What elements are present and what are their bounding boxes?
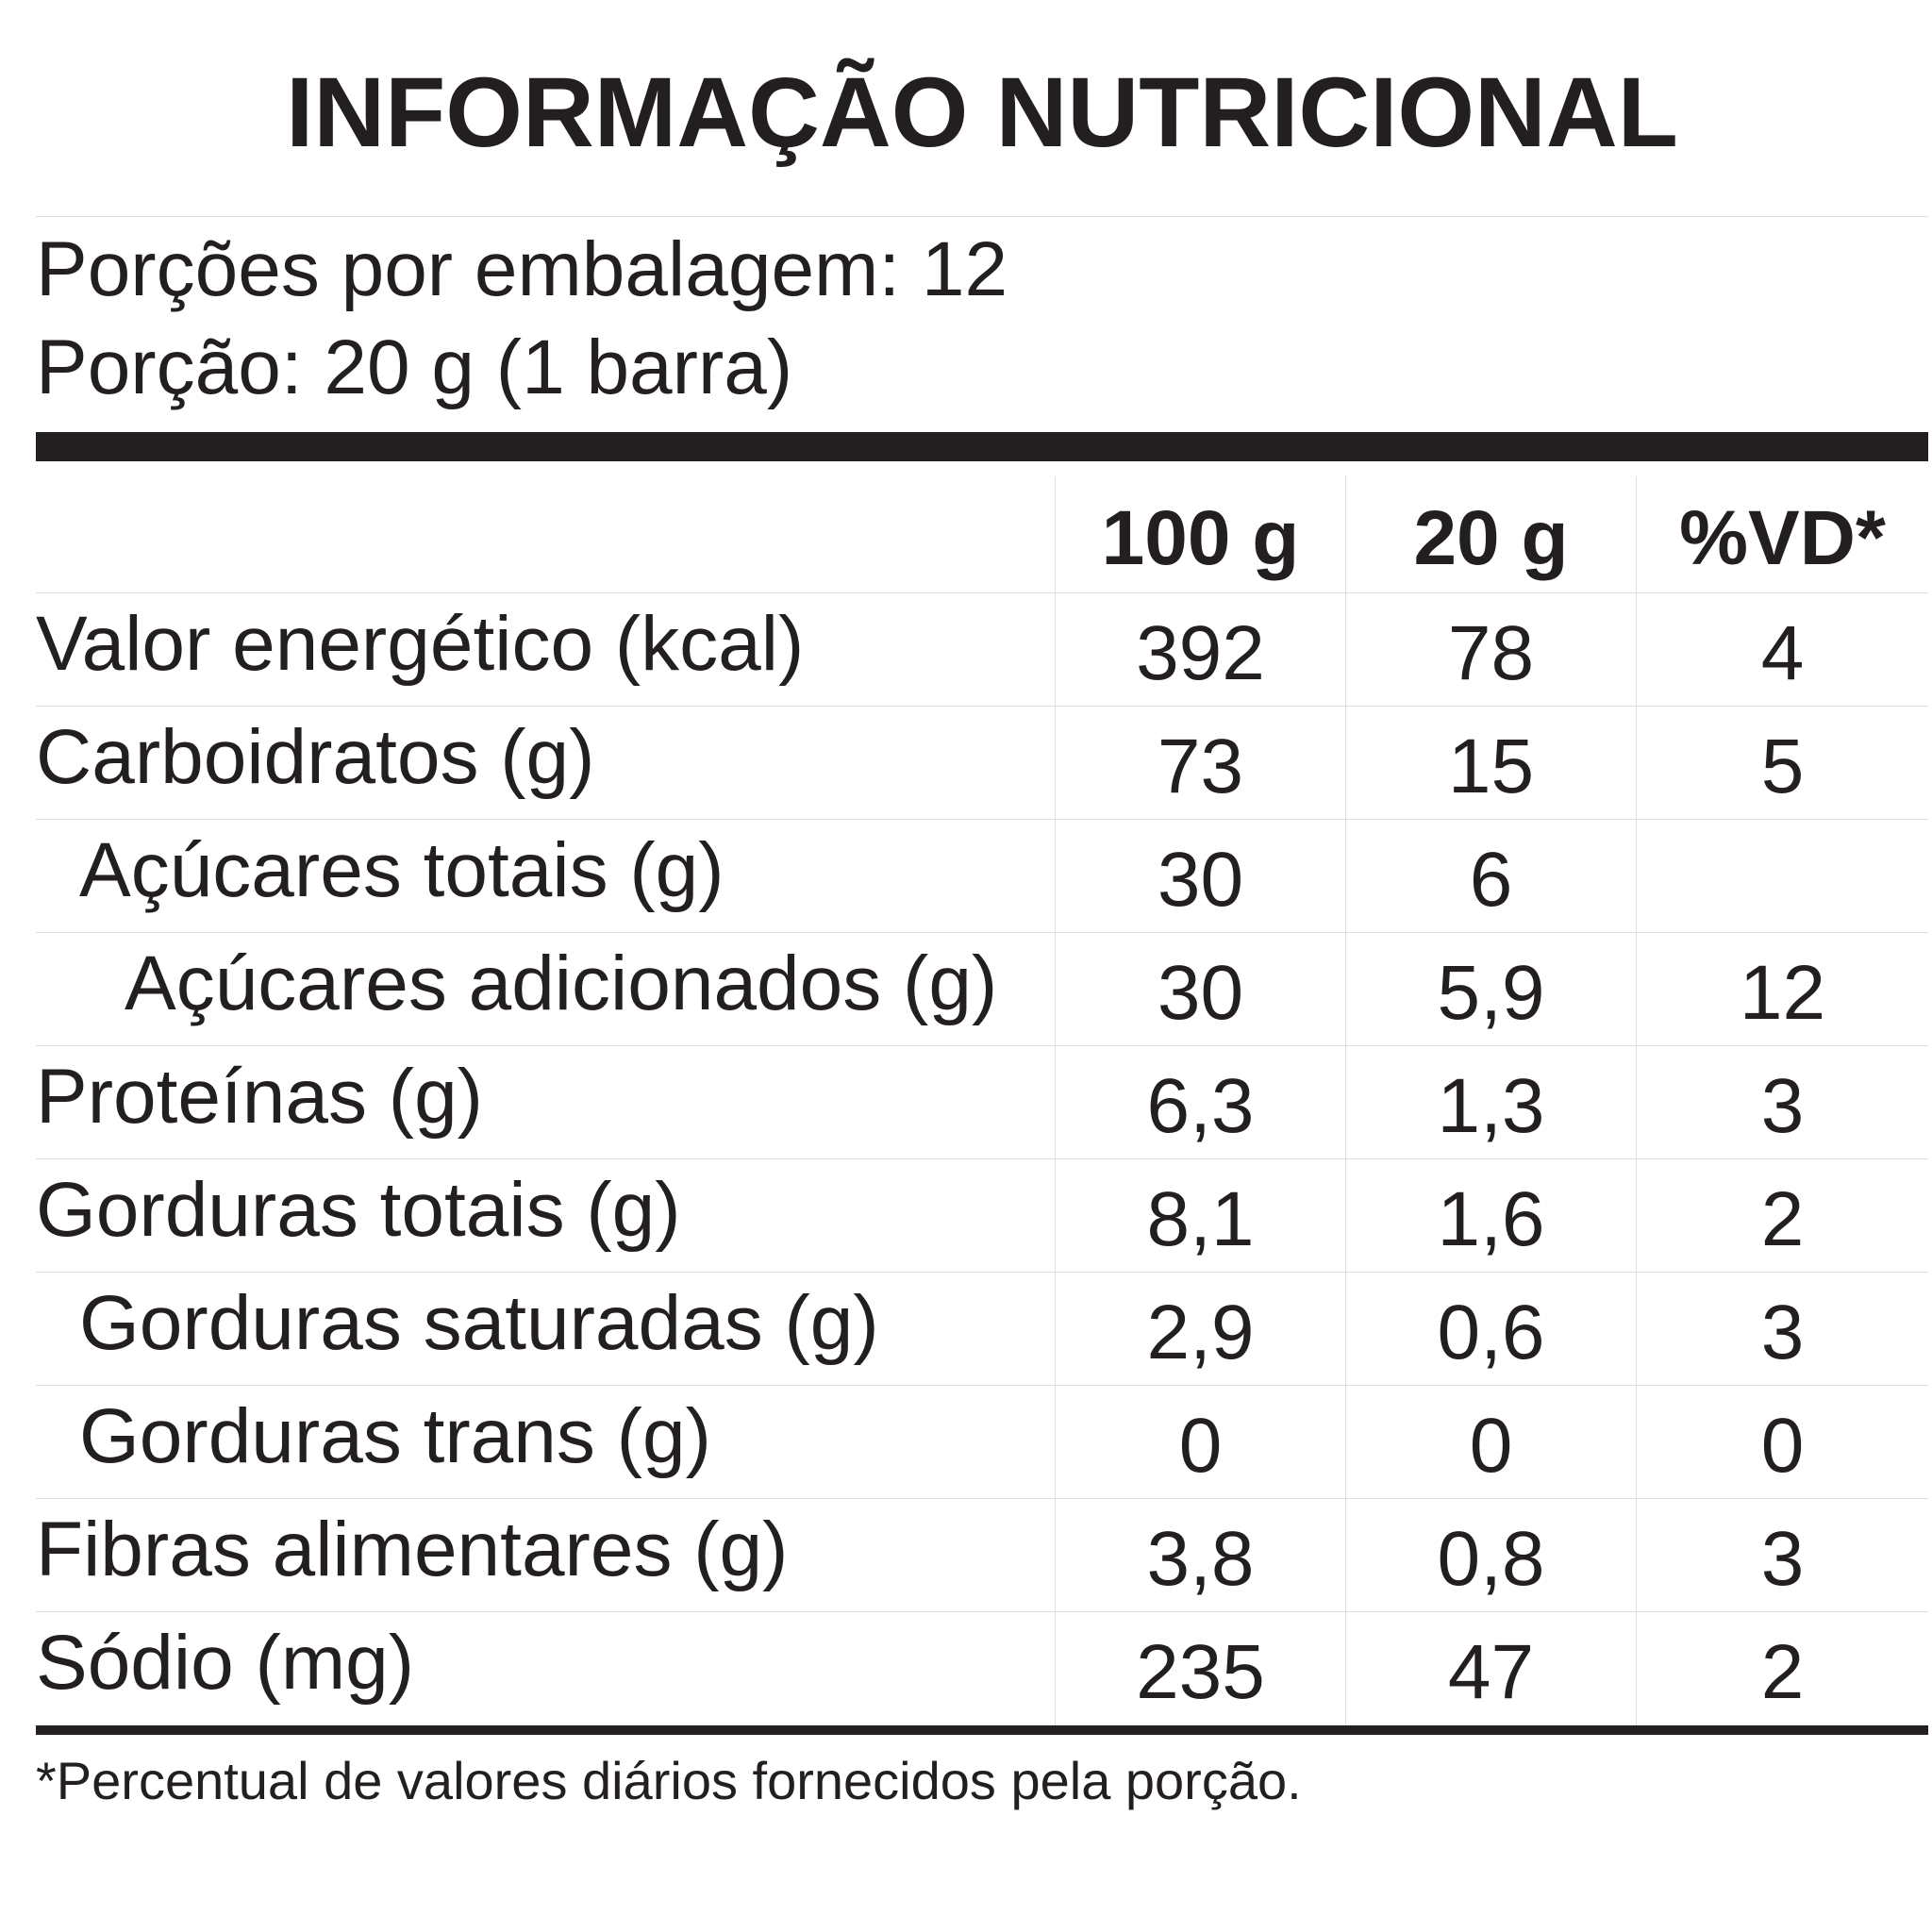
thick-divider	[36, 432, 1928, 461]
value-vd: 2	[1636, 1159, 1928, 1272]
value-20g: 0,6	[1345, 1273, 1636, 1385]
nutrient-name: Gorduras trans (g)	[79, 1392, 711, 1479]
value-vd: 4	[1636, 593, 1928, 706]
value-20g: 6	[1345, 820, 1636, 932]
value-20g: 0	[1345, 1386, 1636, 1498]
header-100g: 100 g	[1055, 476, 1345, 592]
value-100g: 8,1	[1055, 1159, 1345, 1272]
value-vd: 3	[1636, 1273, 1928, 1385]
value-20g: 15	[1345, 707, 1636, 819]
table-row: Gorduras trans (g) 0 0 0	[36, 1386, 1928, 1499]
nutrient-name: Gorduras totais (g)	[36, 1166, 681, 1253]
table-row: Gorduras totais (g) 8,1 1,6 2	[36, 1159, 1928, 1273]
value-20g: 0,8	[1345, 1499, 1636, 1611]
value-vd: 0	[1636, 1386, 1928, 1498]
footnote: *Percentual de valores diários fornecido…	[36, 1751, 1302, 1810]
nutrition-label: INFORMAÇÃO NUTRICIONAL Porções por embal…	[36, 0, 1928, 1811]
header-20g: 20 g	[1345, 476, 1636, 592]
servings-per-package: Porções por embalagem: 12	[36, 226, 1008, 312]
value-vd: 5	[1636, 707, 1928, 819]
value-100g: 30	[1055, 820, 1345, 932]
value-100g: 3,8	[1055, 1499, 1345, 1611]
value-100g: 392	[1055, 593, 1345, 706]
nutrition-table: 100 g 20 g %VD* Valor energético (kcal) …	[36, 476, 1928, 1725]
title-divider	[36, 216, 1928, 217]
table-header-row: 100 g 20 g %VD*	[36, 476, 1928, 593]
value-20g: 47	[1345, 1612, 1636, 1725]
value-vd: 2	[1636, 1612, 1928, 1725]
nutrient-name: Carboidratos (g)	[36, 713, 595, 800]
table-row: Açúcares adicionados (g) 30 5,9 12	[36, 933, 1928, 1046]
portion-size: Porção: 20 g (1 barra)	[36, 325, 793, 410]
table-row: Carboidratos (g) 73 15 5	[36, 707, 1928, 820]
nutrient-name: Açúcares adicionados (g)	[125, 940, 998, 1026]
table-row: Valor energético (kcal) 392 78 4	[36, 593, 1928, 707]
nutrient-name: Fibras alimentares (g)	[36, 1506, 789, 1592]
value-vd: 3	[1636, 1046, 1928, 1158]
value-100g: 2,9	[1055, 1273, 1345, 1385]
label-title: INFORMAÇÃO NUTRICIONAL	[286, 57, 1678, 168]
value-20g: 1,6	[1345, 1159, 1636, 1272]
table-row: Sódio (mg) 235 47 2	[36, 1612, 1928, 1725]
table-row: Gorduras saturadas (g) 2,9 0,6 3	[36, 1273, 1928, 1386]
serving-info: Porções por embalagem: 12 Porção: 20 g (…	[36, 217, 1928, 432]
value-100g: 0	[1055, 1386, 1345, 1498]
table-row: Fibras alimentares (g) 3,8 0,8 3	[36, 1499, 1928, 1612]
value-100g: 73	[1055, 707, 1345, 819]
nutrient-name: Sódio (mg)	[36, 1620, 415, 1706]
value-20g: 78	[1345, 593, 1636, 706]
header-vd: %VD*	[1636, 476, 1928, 592]
bottom-divider	[36, 1725, 1928, 1735]
nutrient-name: Gorduras saturadas (g)	[79, 1279, 879, 1366]
table-row: Açúcares totais (g) 30 6	[36, 820, 1928, 933]
value-100g: 6,3	[1055, 1046, 1345, 1158]
header-nutrient	[36, 476, 1055, 592]
value-20g: 5,9	[1345, 933, 1636, 1045]
nutrient-name: Valor energético (kcal)	[36, 600, 805, 687]
table-row: Proteínas (g) 6,3 1,3 3	[36, 1046, 1928, 1159]
nutrient-name: Açúcares totais (g)	[79, 826, 724, 913]
nutrient-name: Proteínas (g)	[36, 1053, 483, 1140]
value-vd: 12	[1636, 933, 1928, 1045]
value-vd	[1636, 820, 1928, 932]
value-20g: 1,3	[1345, 1046, 1636, 1158]
value-100g: 30	[1055, 933, 1345, 1045]
value-vd: 3	[1636, 1499, 1928, 1611]
value-100g: 235	[1055, 1612, 1345, 1725]
